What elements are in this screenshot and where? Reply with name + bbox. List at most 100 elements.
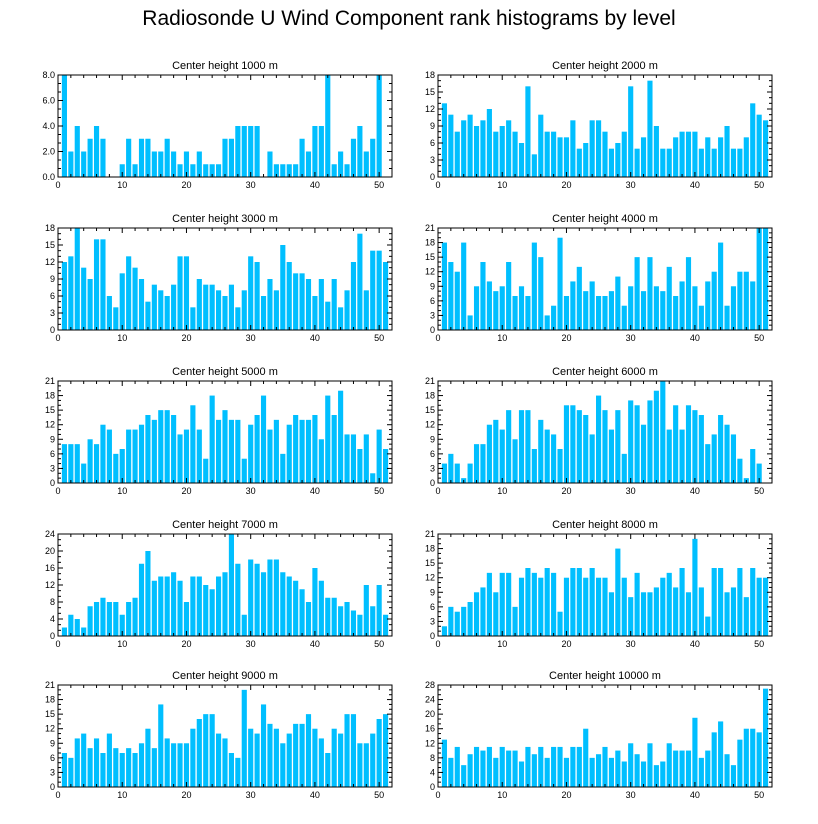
x-tick-label: 40	[690, 639, 700, 649]
histogram-bar	[544, 429, 550, 483]
histogram-bar	[325, 301, 331, 330]
y-tick-label: 3	[430, 310, 435, 320]
histogram-bar	[493, 131, 499, 177]
histogram-bar	[222, 138, 228, 177]
y-tick-label: 15	[425, 405, 435, 415]
histogram-bar	[216, 290, 222, 330]
histogram-bar	[273, 164, 279, 177]
histogram-bar	[331, 279, 337, 330]
histogram-bar	[106, 296, 112, 330]
histogram-bar	[299, 723, 305, 787]
histogram-bar	[718, 568, 724, 636]
histogram-bar	[634, 148, 640, 177]
histogram-bar	[357, 449, 363, 483]
histogram-bar	[93, 126, 100, 177]
histogram-bar	[499, 286, 505, 330]
histogram-bar	[454, 611, 460, 636]
x-tick-label: 20	[561, 639, 571, 649]
histogram-bar	[763, 577, 769, 636]
histogram-bar	[132, 753, 138, 787]
histogram-bar	[718, 721, 724, 787]
histogram-bar	[589, 568, 595, 636]
histogram-bar	[164, 138, 170, 177]
histogram-bar	[628, 286, 634, 330]
histogram-bar	[730, 286, 737, 330]
histogram-bar	[461, 120, 467, 177]
histogram-bar	[506, 750, 512, 787]
y-tick-label: 12	[45, 580, 55, 590]
histogram-bar	[531, 754, 537, 787]
histogram-bar	[209, 714, 215, 787]
x-tick-label: 30	[626, 639, 636, 649]
histogram-bar	[338, 307, 344, 330]
histogram-bar	[209, 395, 215, 483]
histogram-bar	[216, 576, 222, 636]
histogram-bar	[557, 611, 563, 636]
histogram-bar	[480, 750, 486, 787]
histogram-bar	[216, 164, 222, 177]
histogram-bar	[666, 743, 672, 787]
histogram-bar	[557, 137, 563, 177]
histogram-bar	[563, 757, 570, 787]
histogram-bar	[486, 109, 492, 177]
x-tick-label: 40	[310, 639, 320, 649]
histogram-bar	[737, 148, 743, 177]
histogram-bar	[763, 228, 769, 330]
histogram-bar	[493, 757, 499, 787]
histogram-bar	[698, 587, 704, 636]
x-tick-label: 20	[181, 180, 191, 190]
histogram-bar	[61, 262, 67, 330]
x-tick-label: 50	[754, 180, 764, 190]
y-tick-label: 12	[425, 104, 435, 114]
histogram-bar	[589, 281, 595, 330]
histogram-bar	[596, 296, 602, 330]
histogram-bar	[557, 746, 563, 787]
histogram-bar	[512, 439, 518, 483]
histogram-bar	[68, 151, 74, 177]
histogram-bar	[286, 262, 292, 330]
x-tick-label: 10	[497, 639, 507, 649]
histogram-bar	[177, 434, 183, 483]
histogram-bar	[538, 419, 544, 483]
histogram-bar	[512, 296, 518, 330]
histogram-bar	[222, 738, 228, 787]
histogram-bar	[705, 137, 711, 177]
panel-title: Center height 2000 m	[552, 60, 658, 72]
x-tick-label: 30	[246, 486, 256, 496]
histogram-bar	[254, 126, 260, 177]
histogram-bar	[666, 266, 672, 330]
histogram-bar	[119, 753, 125, 787]
histogram-bar	[743, 271, 749, 330]
histogram-bar	[241, 689, 247, 787]
histogram-bar	[705, 444, 711, 483]
y-tick-label: 8.0	[42, 70, 55, 80]
histogram-bar	[312, 126, 318, 177]
y-tick-label: 0.0	[42, 172, 55, 182]
histogram-bar	[718, 415, 724, 483]
histogram-bar	[132, 164, 138, 177]
histogram-bar	[563, 296, 570, 330]
histogram-bar	[241, 290, 247, 330]
histogram-bar	[286, 424, 292, 483]
histogram-bar	[126, 138, 132, 177]
x-tick-label: 30	[626, 790, 636, 800]
histogram-bar	[299, 419, 305, 483]
histogram-bar	[486, 424, 492, 483]
histogram-bar	[81, 627, 87, 636]
histogram-bar	[467, 754, 473, 787]
histogram-bar	[376, 585, 382, 636]
histogram-bar	[216, 419, 222, 483]
histogram-bar	[653, 390, 659, 483]
histogram-bar	[338, 390, 344, 483]
histogram-bar	[621, 453, 627, 483]
x-tick-label: 30	[246, 790, 256, 800]
x-tick-label: 40	[310, 790, 320, 800]
histogram-bar	[679, 568, 685, 636]
y-tick-label: 12	[425, 738, 435, 748]
y-tick-label: 9	[50, 434, 55, 444]
y-tick-label: 21	[425, 223, 435, 233]
histogram-bar	[158, 576, 164, 636]
histogram-bar	[119, 449, 125, 483]
histogram-panel: Center height 3000 m 0 10 20 30 40 50 0 3 6 9 12 15 1…	[45, 213, 393, 343]
histogram-bar	[621, 131, 627, 177]
